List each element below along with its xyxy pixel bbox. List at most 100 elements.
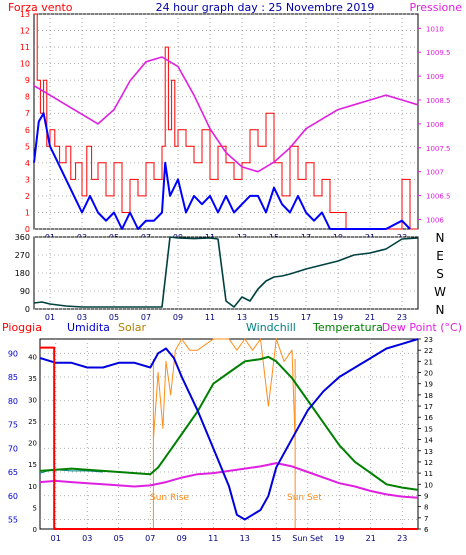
humidity-tick-label: 60 bbox=[8, 492, 18, 501]
direction-x-tick-label: 01 bbox=[45, 313, 55, 322]
humidity-temperature-plot: 5560657075808590051015202530354067891011… bbox=[8, 336, 434, 543]
wind-tick-label: 7 bbox=[25, 109, 30, 118]
rain-tick-label: 35 bbox=[28, 375, 37, 383]
wind-speed-series bbox=[34, 13, 418, 230]
rain-tick-label: 30 bbox=[28, 396, 37, 404]
temperature-tick-label: 19 bbox=[424, 381, 433, 389]
humidity-x-tick-label: 07 bbox=[145, 534, 155, 543]
temperature-tick-label: 12 bbox=[424, 459, 433, 467]
pressure-tick-label: 1010 bbox=[426, 25, 444, 33]
direction-x-tick-label: 21 bbox=[365, 313, 375, 322]
wind-tick-label: 10 bbox=[20, 60, 30, 69]
rain-tick-label: 0 bbox=[33, 526, 37, 534]
legend-humidity: Umidita bbox=[67, 321, 110, 334]
direction-x-tick-label: 11 bbox=[205, 313, 215, 322]
direction-tick-label: 90 bbox=[20, 287, 30, 296]
wind-tick-label: 0 bbox=[25, 225, 30, 234]
humidity-x-tick-label: 03 bbox=[82, 534, 92, 543]
pressure-tick-label: 1009 bbox=[426, 73, 444, 81]
wind-pressure-frame bbox=[33, 13, 419, 230]
legend-rain: Pioggia bbox=[2, 321, 42, 334]
legend-solar: Solar bbox=[118, 321, 147, 334]
direction-x-tick-label: 03 bbox=[77, 313, 87, 322]
humidity-x-tick-label: 13 bbox=[240, 534, 250, 543]
compass-label: E bbox=[436, 249, 444, 263]
humidity-tick-label: 90 bbox=[8, 349, 18, 358]
humidity-tick-label: 55 bbox=[8, 516, 18, 525]
humidity-x-tick-label: 05 bbox=[114, 534, 124, 543]
temperature-tick-label: 20 bbox=[424, 370, 433, 378]
pressure-tick-label: 1008.5 bbox=[426, 97, 451, 105]
temperature-tick-label: 11 bbox=[424, 470, 433, 478]
temperature-tick-label: 16 bbox=[424, 414, 433, 422]
pressure-tick-label: 1007 bbox=[426, 169, 444, 177]
rain-tick-label: 15 bbox=[28, 461, 37, 469]
wind-tick-label: 2 bbox=[25, 192, 30, 201]
compass-label: N bbox=[436, 303, 445, 317]
rain-tick-label: 25 bbox=[28, 418, 37, 426]
pressure-label: Pressione bbox=[410, 1, 463, 14]
wind-direction-plot: 0 N 90 W 180 S 270 E 360 N 01 03 05 07 09 11 13 15 17 19 21 2… bbox=[15, 231, 446, 322]
pressure-tick-label: 1008 bbox=[426, 121, 444, 129]
chart-title: 24 hour graph day : 25 Novembre 2019 bbox=[156, 1, 375, 14]
temperature-tick-label: 8 bbox=[424, 504, 428, 512]
direction-x-tick-label: 13 bbox=[237, 313, 247, 322]
humidity-x-tick-label: Sun Set bbox=[292, 534, 323, 543]
compass-label: S bbox=[436, 267, 444, 281]
rain-tick-label: 20 bbox=[28, 440, 37, 448]
legend-windchill: Windchill bbox=[246, 321, 296, 334]
humidity-tick-label: 85 bbox=[8, 373, 18, 382]
wind-tick-label: 6 bbox=[25, 126, 30, 135]
pressure-tick-label: 1007.5 bbox=[426, 145, 451, 153]
temperature-tick-label: 17 bbox=[424, 403, 433, 411]
wind-gust-series bbox=[33, 112, 411, 230]
humidity-x-tick-label: 23 bbox=[397, 534, 407, 543]
annotation-sun-set: Sun Set bbox=[287, 493, 322, 503]
temperature-tick-label: 14 bbox=[424, 437, 433, 445]
direction-x-tick-label: 09 bbox=[173, 313, 183, 322]
pressure-tick-label: 1009.5 bbox=[426, 49, 451, 57]
humidity-tick-label: 65 bbox=[8, 468, 18, 477]
temperature-tick-label: 7 bbox=[424, 515, 428, 523]
rain-tick-label: 5 bbox=[33, 504, 37, 512]
temperature-tick-label: 15 bbox=[424, 425, 433, 433]
temperature-tick-label: 23 bbox=[424, 336, 433, 344]
dewpoint-series bbox=[39, 462, 419, 499]
temperature-tick-label: 18 bbox=[424, 392, 433, 400]
rain-tick-label: 40 bbox=[28, 353, 37, 361]
humidity-tick-label: 70 bbox=[8, 444, 18, 453]
temperature-series bbox=[39, 355, 419, 491]
temperature-tick-label: 22 bbox=[424, 347, 433, 355]
humidity-x-tick-label: 19 bbox=[334, 534, 344, 543]
temperature-tick-label: 13 bbox=[424, 448, 433, 456]
direction-x-tick-label: 07 bbox=[141, 313, 151, 322]
humidity-x-tick-label: 11 bbox=[208, 534, 218, 543]
legend-dewpoint: Dew Point (°C) bbox=[382, 321, 462, 334]
pressure-tick-label: 1006.5 bbox=[426, 193, 451, 201]
direction-tick-label: 360 bbox=[15, 233, 30, 242]
wind-tick-label: 9 bbox=[25, 76, 30, 85]
humidity-tick-label: 80 bbox=[8, 397, 18, 406]
humidity-x-tick-label: 21 bbox=[366, 534, 376, 543]
wind-pressure-plot: 01234567891011121310061006.510071007.510… bbox=[20, 10, 451, 242]
temperature-tick-label: 9 bbox=[424, 492, 428, 500]
annotation-sun-rise: Sun Rise bbox=[150, 493, 189, 503]
humidity-x-tick-label: 15 bbox=[271, 534, 281, 543]
direction-x-tick-label: 23 bbox=[397, 313, 407, 322]
temperature-tick-label: 10 bbox=[424, 481, 433, 489]
legend-temperature: Temperatura bbox=[312, 321, 383, 334]
direction-x-tick-label: 17 bbox=[301, 313, 311, 322]
rain-series bbox=[40, 346, 418, 530]
wind-tick-label: 13 bbox=[20, 10, 30, 19]
direction-tick-label: 180 bbox=[15, 269, 30, 278]
wind-tick-label: 8 bbox=[25, 93, 30, 102]
wind-speed-label: Forza vento bbox=[8, 1, 73, 14]
humidity-series bbox=[39, 338, 419, 521]
direction-x-tick-label: 19 bbox=[333, 313, 343, 322]
wind-tick-label: 11 bbox=[20, 43, 30, 52]
humidity-x-tick-label: 01 bbox=[51, 534, 61, 543]
wind-direction-series bbox=[33, 236, 419, 308]
wind-tick-label: 1 bbox=[25, 208, 30, 217]
